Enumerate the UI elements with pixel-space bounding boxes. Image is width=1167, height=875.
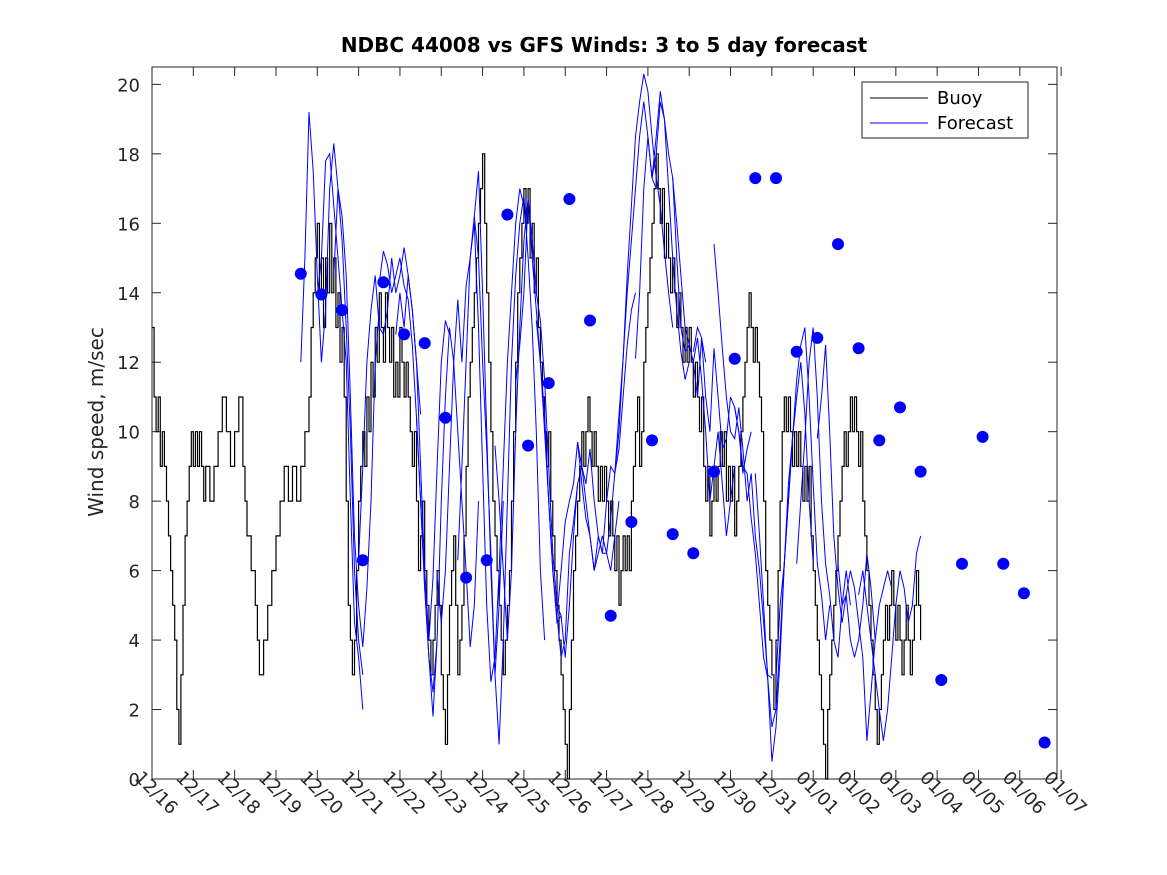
forecast-marker — [832, 238, 844, 251]
forecast-marker — [935, 674, 948, 686]
forecast-series-line — [692, 325, 752, 474]
forecast-series-line — [473, 195, 546, 745]
y-tick-label: 14 — [117, 284, 140, 305]
axes-box — [151, 66, 1058, 780]
forecast-marker — [790, 345, 803, 358]
forecast-marker — [336, 304, 349, 317]
y-tick-label: 0 — [129, 770, 140, 791]
forecast-series-line — [635, 101, 690, 380]
forecast-marker — [315, 288, 328, 301]
forecast-series-line — [858, 535, 922, 741]
forecast-marker — [356, 554, 369, 567]
forecast-series-line — [713, 244, 773, 679]
forecast-marker — [852, 342, 865, 355]
forecast-marker — [728, 352, 741, 365]
forecast-marker — [480, 554, 493, 567]
forecast-series-line — [515, 198, 579, 658]
forecast-marker — [956, 557, 968, 570]
forecast-marker — [646, 434, 658, 447]
y-tick-label: 20 — [117, 75, 140, 96]
forecast-series-line — [316, 152, 364, 710]
forecast-series-line — [457, 188, 525, 682]
forecast-marker — [460, 571, 473, 584]
forecast-marker — [418, 337, 431, 350]
y-tick-label: 4 — [129, 631, 140, 652]
forecast-series-line — [333, 188, 380, 648]
y-tick-label: 16 — [117, 214, 140, 235]
forecast-marker — [563, 193, 576, 205]
forecast-marker — [604, 609, 617, 622]
forecast-marker — [708, 465, 720, 478]
y-tick-label: 8 — [129, 492, 140, 513]
chart-title: NDBC 44008 vs GFS Winds: 3 to 5 day fore… — [341, 33, 868, 57]
legend-label-buoy: Buoy — [937, 88, 983, 109]
y-tick-label: 12 — [117, 353, 140, 374]
y-tick-label: 6 — [129, 562, 140, 583]
forecast-marker — [439, 411, 452, 424]
forecast-series-line — [597, 101, 657, 554]
y-axis-ticks: 0 2 4 6 8 10 12 14 16 18 20 — [117, 75, 1057, 791]
forecast-marker — [542, 377, 555, 390]
forecast-marker — [811, 331, 824, 344]
forecast-series-line — [775, 327, 831, 679]
forecast-series-line — [535, 320, 599, 658]
forecast-series-line — [556, 442, 620, 616]
y-tick-label: 18 — [117, 145, 140, 166]
forecast-marker — [1038, 736, 1051, 749]
forecast-series-line — [651, 91, 707, 398]
forecast-marker — [522, 439, 535, 452]
forecast-marker — [976, 430, 989, 443]
forecast-series-line — [672, 178, 736, 536]
forecast-marker — [770, 172, 782, 185]
forecast-marker — [501, 208, 514, 221]
forecast-marker — [398, 328, 411, 341]
forecast-marker — [666, 528, 679, 541]
forecast-series-line — [837, 563, 893, 741]
y-tick-label: 2 — [129, 701, 140, 722]
forecast-marker — [584, 314, 596, 327]
legend-box — [861, 81, 1029, 139]
forecast-marker — [294, 267, 307, 280]
forecast-series-line — [395, 275, 450, 641]
forecast-marker — [1017, 587, 1030, 600]
forecast-series-line — [577, 292, 636, 571]
legend-label-forecast: Forecast — [937, 113, 1013, 134]
forecast-marker — [997, 557, 1010, 570]
marker-layer — [294, 172, 1051, 749]
forecast-series-line — [416, 327, 479, 717]
forecast-series-line — [300, 112, 364, 675]
y-axis-label: Wind speed, m/sec — [84, 327, 108, 517]
forecast-marker — [873, 434, 886, 447]
forecast-marker — [687, 547, 700, 560]
y-tick-label: 10 — [117, 423, 140, 444]
forecast-marker — [894, 401, 906, 414]
legend: Buoy Forecast — [861, 81, 1029, 139]
forecast-marker — [914, 465, 927, 478]
forecast-marker — [377, 276, 390, 289]
forecast-marker — [625, 516, 638, 528]
forecast-marker — [749, 172, 762, 185]
forecast-series-line — [614, 73, 674, 474]
